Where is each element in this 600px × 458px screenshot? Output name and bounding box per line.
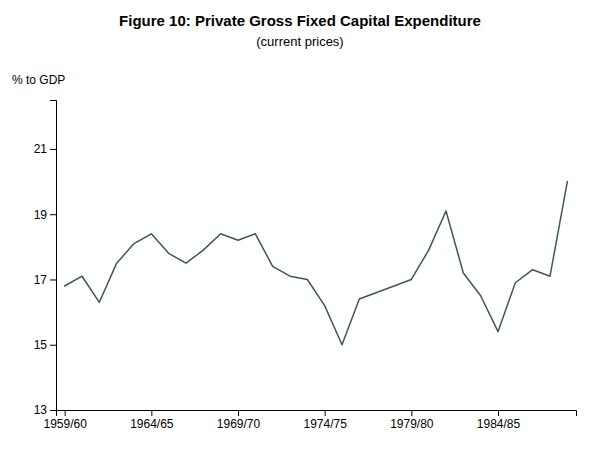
y-tick-label: 21 <box>34 142 48 156</box>
x-tick-mark <box>411 410 412 416</box>
title: Figure 10: Private Gross Fixed Capital E… <box>119 12 481 29</box>
y-tick-label: 13 <box>34 403 48 417</box>
chart-container: Figure 10: Private Gross Fixed Capital E… <box>0 0 600 458</box>
y-tick-mark <box>50 279 56 280</box>
x-tick: 1974/75 <box>303 410 347 431</box>
y-tick: 19 <box>34 208 56 222</box>
x-tick-label: 1964/65 <box>130 417 174 431</box>
x-tick-label: 1974/75 <box>303 417 347 431</box>
y-tick-label: 17 <box>34 273 48 287</box>
x-tick-mark <box>498 410 499 416</box>
x-tick-mark <box>151 410 152 416</box>
plot: 1959/60 1964/65 1969/70 1974/75 1979/80 1984/… <box>34 101 577 431</box>
y-tick: 21 <box>34 142 56 156</box>
y-tick-label: 15 <box>34 338 48 352</box>
chart-svg: Figure 10: Private Gross Fixed Capital E… <box>0 0 600 458</box>
x-tick-label: 1969/70 <box>217 417 261 431</box>
x-tick: 1959/60 <box>43 410 87 431</box>
x-tick: 1979/80 <box>390 410 434 431</box>
y-axis: 13 15 17 19 21 <box>34 101 57 418</box>
subtitle: (current prices) <box>256 34 343 49</box>
x-tick-label: 1984/85 <box>477 417 521 431</box>
y-tick-mark <box>50 214 56 215</box>
x-tick-mark <box>238 410 239 416</box>
y-tick-mark <box>50 149 56 150</box>
y-axis-label: % to GDP <box>12 73 65 87</box>
x-tick: 1964/65 <box>130 410 174 431</box>
marks <box>65 182 568 345</box>
y-tick: 15 <box>34 338 56 352</box>
y-tick-mark <box>50 345 56 346</box>
y-axis-line <box>50 101 57 411</box>
x-tick-mark <box>325 410 326 416</box>
x-axis: 1959/60 1964/65 1969/70 1974/75 1979/80 1984/… <box>43 410 576 431</box>
y-tick-label: 19 <box>34 208 48 222</box>
y-tick: 13 <box>34 403 56 417</box>
x-tick: 1984/85 <box>477 410 521 431</box>
x-tick-label: 1979/80 <box>390 417 434 431</box>
x-tick-mark <box>65 410 66 416</box>
x-axis-line <box>57 411 577 417</box>
y-tick: 17 <box>34 273 56 287</box>
x-tick-label: 1959/60 <box>43 417 87 431</box>
line <box>65 182 568 345</box>
x-tick: 1969/70 <box>217 410 261 431</box>
y-tick-mark <box>50 410 56 411</box>
